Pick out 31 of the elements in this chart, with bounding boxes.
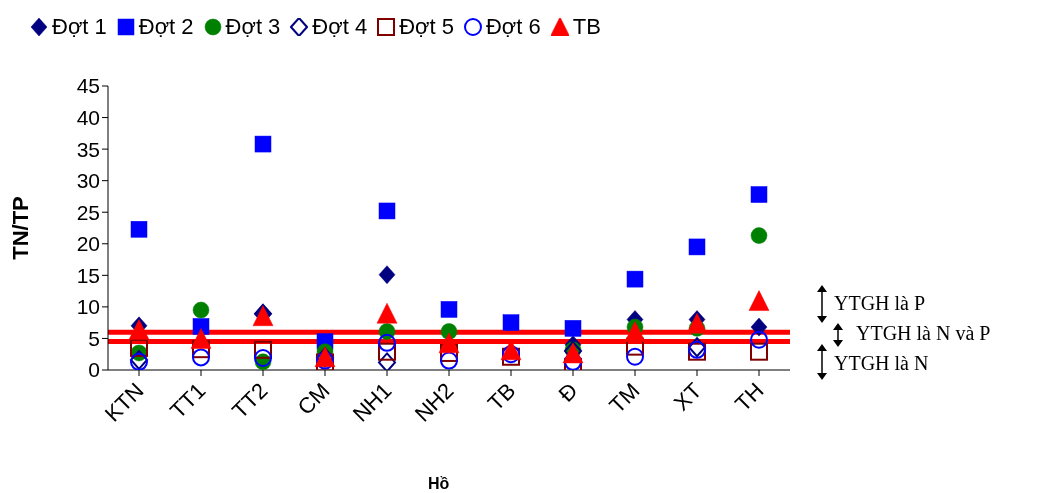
text: YTGH là P <box>834 292 926 315</box>
y-tick-label: 0 <box>88 358 100 382</box>
x-tick-label: TH <box>730 377 769 417</box>
text: YTGH là N và P <box>856 322 991 345</box>
y-tick-label: 40 <box>76 106 100 130</box>
y-tick-label: 25 <box>76 200 100 224</box>
y-tick-label: 15 <box>76 263 100 287</box>
legend-label: Đợt 4 <box>311 14 368 40</box>
legend-label: Đợt 5 <box>398 14 454 40</box>
legend-label: Đợt 6 <box>484 14 541 40</box>
x-tick-label: TB <box>482 377 521 416</box>
legend-label: Đợt 1 <box>51 14 107 40</box>
y-tick-label: 20 <box>76 232 100 256</box>
y-axis-title: TN/TP <box>7 196 33 260</box>
y-tick-label: 10 <box>76 295 100 319</box>
legend-label: Đợt 3 <box>224 14 281 40</box>
y-tick-label: 35 <box>76 137 100 161</box>
x-tick-label: NH1 <box>347 377 397 427</box>
y-tick-label: 5 <box>88 326 100 350</box>
y-tick-label: 45 <box>76 74 100 98</box>
x-tick-label: Đ <box>553 377 583 407</box>
x-tick-label: TM <box>604 377 645 418</box>
x-tick-label: TT2 <box>227 377 273 424</box>
x-axis-title: Hồ <box>428 475 450 493</box>
x-tick-label: CM <box>292 377 335 420</box>
legend-label: Đợt 2 <box>137 14 194 40</box>
legend-label: TB <box>571 14 601 40</box>
y-tick-label: 30 <box>76 169 100 193</box>
text: YTGH là N <box>834 352 929 375</box>
x-tick-label: TT1 <box>165 377 211 424</box>
x-tick-label: XT <box>668 377 707 416</box>
